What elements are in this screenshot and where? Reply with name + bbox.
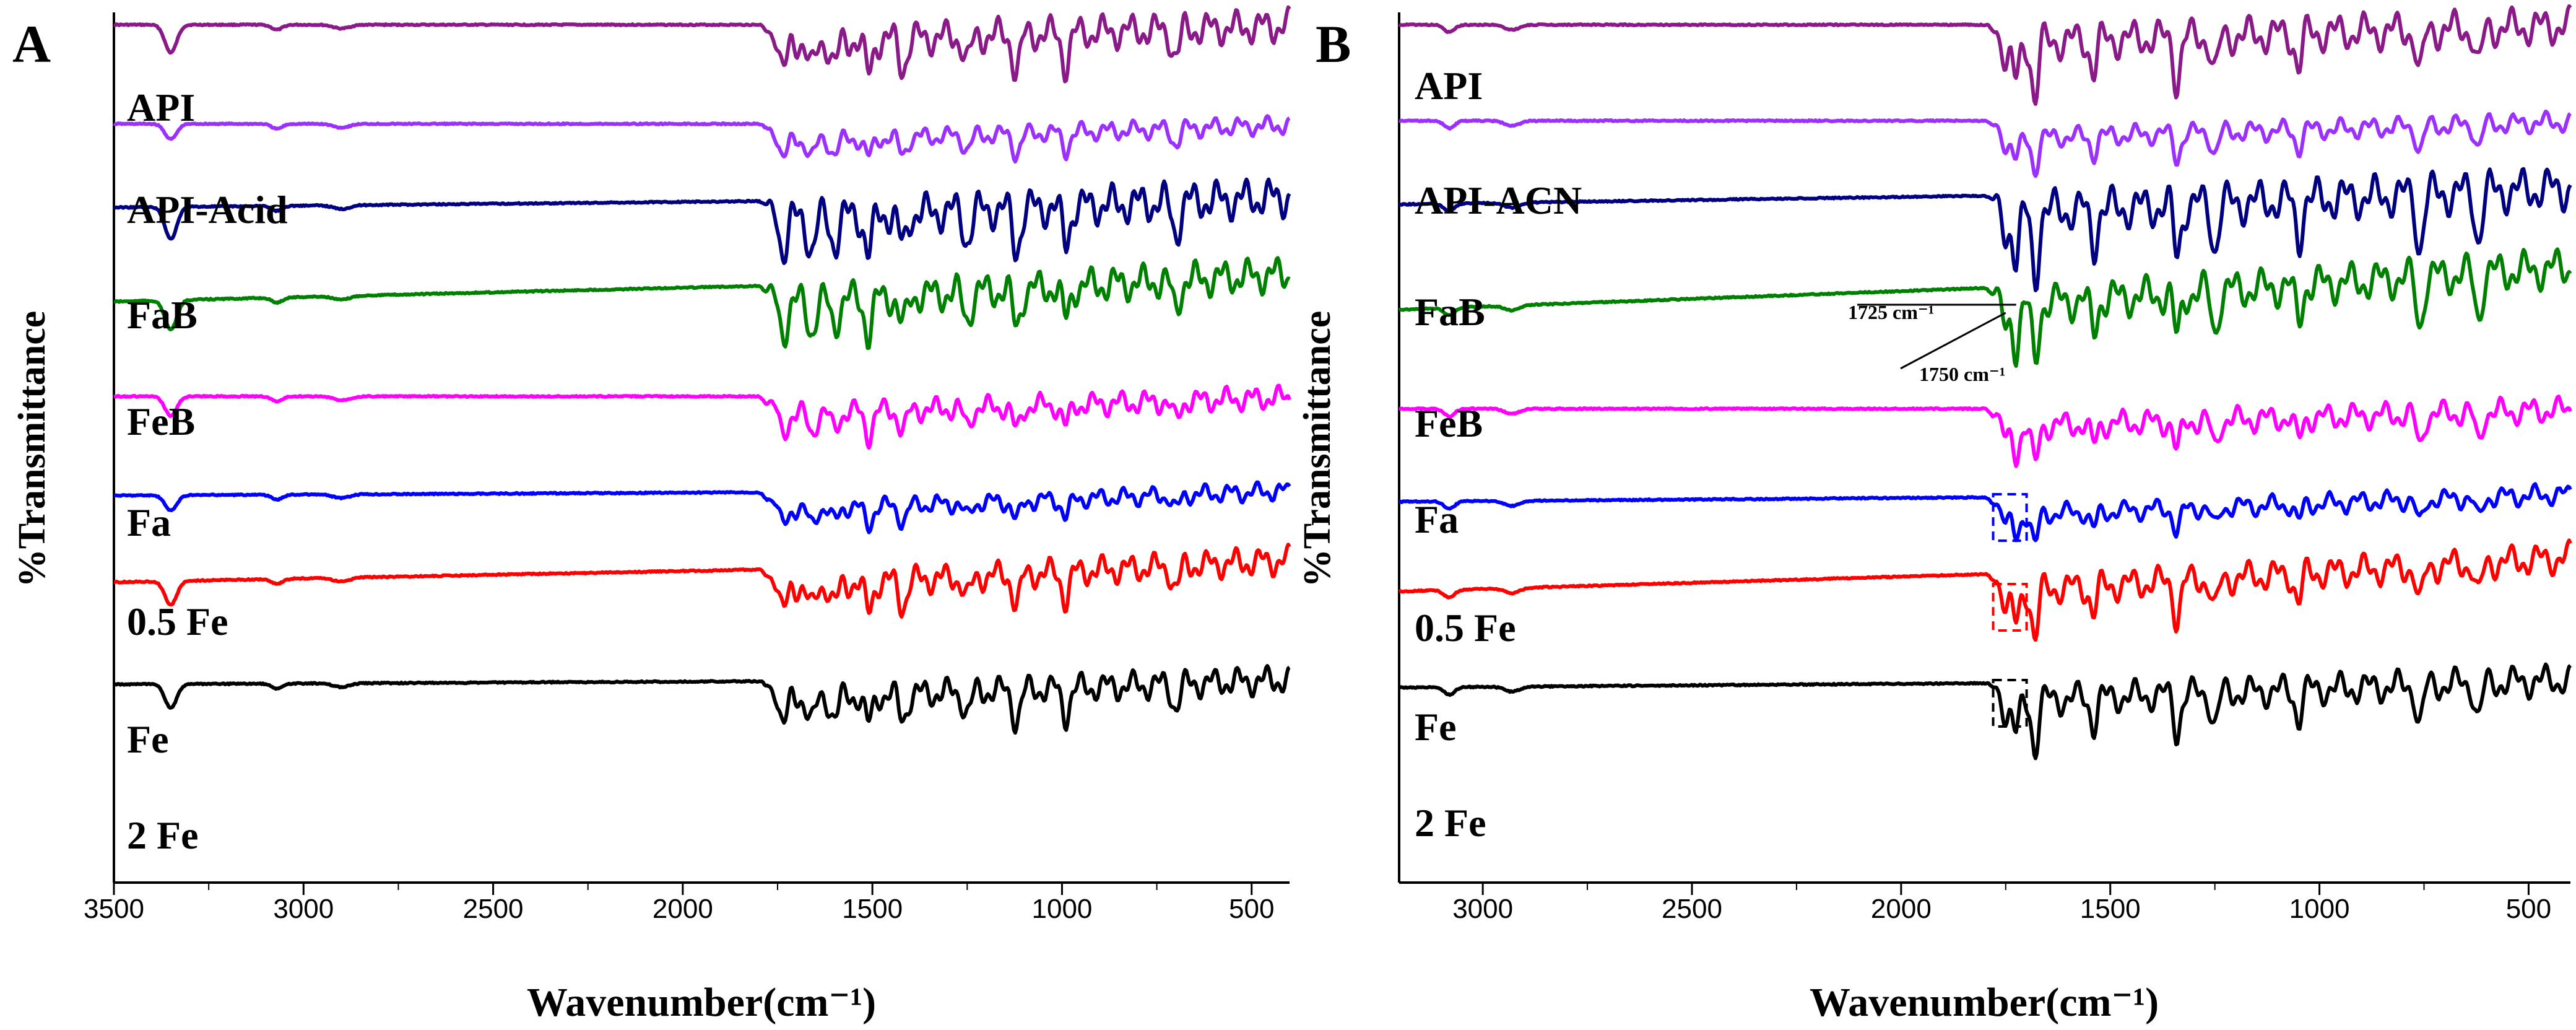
x-tick-label: 500: [2506, 894, 2551, 924]
series-label-fa: Fa: [127, 500, 171, 544]
x-tick-label: 2000: [1871, 894, 1932, 924]
panel-a-x-ticks: 3500 3000 2500 2000 1500 1000 500: [84, 883, 1274, 924]
annotation-arrow-1750: [1900, 312, 2006, 370]
panel-b-label: B: [1316, 14, 1351, 74]
series-line-0.5-fe: [113, 480, 1291, 535]
series-line-fa: [113, 383, 1291, 450]
series-line-api: [113, 5, 1291, 84]
x-tick-label: 500: [1229, 894, 1274, 924]
series-label-fab: FaB: [1415, 290, 1485, 334]
series-label-0.5-fe: 0.5 Fe: [127, 600, 228, 644]
series-line-fe: [113, 543, 1291, 619]
panel-b-x-axis-title: Wavenumber(cm⁻¹): [1810, 980, 2159, 1025]
series-label-api: API: [1415, 64, 1483, 108]
series-line-api: [1398, 4, 2572, 106]
series-label-2-fe: 2 Fe: [127, 813, 199, 857]
series-label-api-acid: API-Acid: [127, 188, 288, 232]
series-line-fab: [113, 177, 1291, 265]
panel-a-series-labels: API API-Acid FaB FeB Fa 0.5 Fe Fe 2 Fe: [127, 85, 288, 857]
series-line-api-acn: [1399, 109, 2572, 178]
series-label-api-acn: API-ACN: [1415, 178, 1582, 222]
series-label-0.5-fe: 0.5 Fe: [1415, 606, 1516, 650]
series-label-fe: Fe: [127, 717, 169, 761]
series-line-2-fe: [1398, 662, 2572, 761]
highlight-box: [1992, 493, 2028, 542]
x-tick-label: 2000: [653, 894, 713, 924]
panel-b-x-ticks: 3000 2500 2000 1500 1000 500: [1452, 883, 2551, 924]
series-line-2-fe: [113, 664, 1291, 735]
x-tick-label: 1500: [842, 894, 903, 924]
x-tick-label: 3000: [273, 894, 334, 924]
series-line-fa: [1399, 395, 2572, 468]
panel-b-highlight-boxes: [1992, 493, 2028, 728]
panel-a: A 3500 3000 2500 2000 1500 1000 500 API API-Aci…: [12, 5, 1291, 1025]
panel-a-x-axis-title: Wavenumber(cm⁻¹): [527, 980, 876, 1025]
panel-a-series: [113, 5, 1291, 735]
series-line-fe: [1398, 538, 2572, 642]
panel-b-series-labels: API API-ACN FaB FeB Fa 0.5 Fe Fe 2 Fe: [1415, 64, 1582, 845]
highlight-box: [1992, 583, 2028, 632]
series-label-fab: FaB: [127, 293, 197, 337]
panel-b-series: [1398, 4, 2572, 761]
series-label-fe: Fe: [1415, 705, 1457, 749]
series-label-feb: FeB: [127, 399, 195, 443]
x-tick-label: 1500: [2080, 894, 2141, 924]
x-tick-label: 1000: [2289, 894, 2350, 924]
x-tick-label: 2500: [1662, 894, 1722, 924]
series-line-api-acid: [113, 114, 1291, 164]
series-line-fab: [1399, 167, 2572, 292]
panel-a-label: A: [12, 14, 51, 74]
series-label-feb: FeB: [1415, 401, 1483, 445]
series-line-feb: [1398, 247, 2572, 368]
x-tick-label: 1000: [1032, 894, 1093, 924]
panel-b: B 3000 2500 2000 1500 1000 500 API API-ACN FaB F…: [1316, 4, 2572, 1025]
series-label-api: API: [127, 85, 195, 129]
series-line-feb: [113, 256, 1291, 350]
panel-b-y-axis-title: %Transmittance: [1296, 311, 1338, 588]
x-tick-label: 3000: [1452, 894, 1513, 924]
x-tick-label: 2500: [463, 894, 524, 924]
x-tick-label: 3500: [84, 894, 144, 924]
series-label-fa: Fa: [1415, 497, 1459, 541]
annotation-1750: 1750 cm⁻¹: [1919, 363, 2005, 385]
highlight-box: [1992, 679, 2028, 728]
series-line-0.5-fe: [1399, 482, 2572, 543]
panel-a-y-axis-title: %Transmittance: [11, 311, 53, 588]
series-label-2-fe: 2 Fe: [1415, 801, 1486, 845]
